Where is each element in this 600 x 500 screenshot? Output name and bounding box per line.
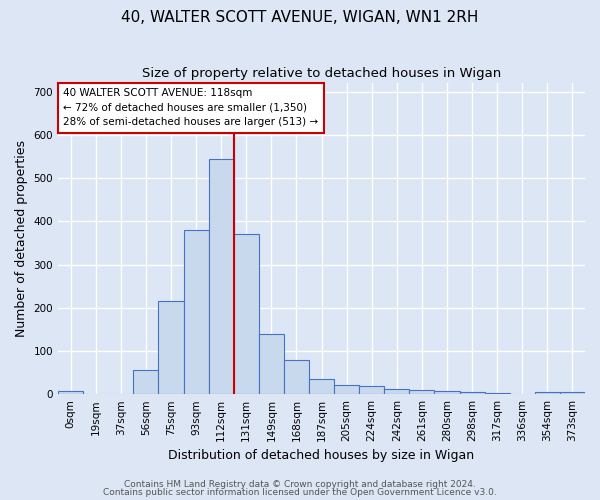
Bar — [359, 386, 384, 394]
Y-axis label: Number of detached properties: Number of detached properties — [15, 140, 28, 337]
Bar — [434, 391, 460, 394]
Bar — [233, 234, 259, 394]
Bar — [184, 230, 209, 394]
X-axis label: Distribution of detached houses by size in Wigan: Distribution of detached houses by size … — [169, 450, 475, 462]
Text: 40 WALTER SCOTT AVENUE: 118sqm
← 72% of detached houses are smaller (1,350)
28% : 40 WALTER SCOTT AVENUE: 118sqm ← 72% of … — [64, 88, 319, 128]
Bar — [158, 302, 184, 394]
Bar — [384, 389, 409, 394]
Text: Contains HM Land Registry data © Crown copyright and database right 2024.: Contains HM Land Registry data © Crown c… — [124, 480, 476, 489]
Text: 40, WALTER SCOTT AVENUE, WIGAN, WN1 2RH: 40, WALTER SCOTT AVENUE, WIGAN, WN1 2RH — [121, 10, 479, 25]
Bar — [259, 334, 284, 394]
Bar — [309, 379, 334, 394]
Text: Contains public sector information licensed under the Open Government Licence v3: Contains public sector information licen… — [103, 488, 497, 497]
Bar — [535, 392, 560, 394]
Bar — [409, 390, 434, 394]
Bar — [560, 392, 585, 394]
Bar — [460, 392, 485, 394]
Title: Size of property relative to detached houses in Wigan: Size of property relative to detached ho… — [142, 68, 501, 80]
Bar — [284, 360, 309, 394]
Bar — [58, 391, 83, 394]
Bar — [334, 384, 359, 394]
Bar — [485, 393, 510, 394]
Bar — [209, 158, 233, 394]
Bar — [133, 370, 158, 394]
